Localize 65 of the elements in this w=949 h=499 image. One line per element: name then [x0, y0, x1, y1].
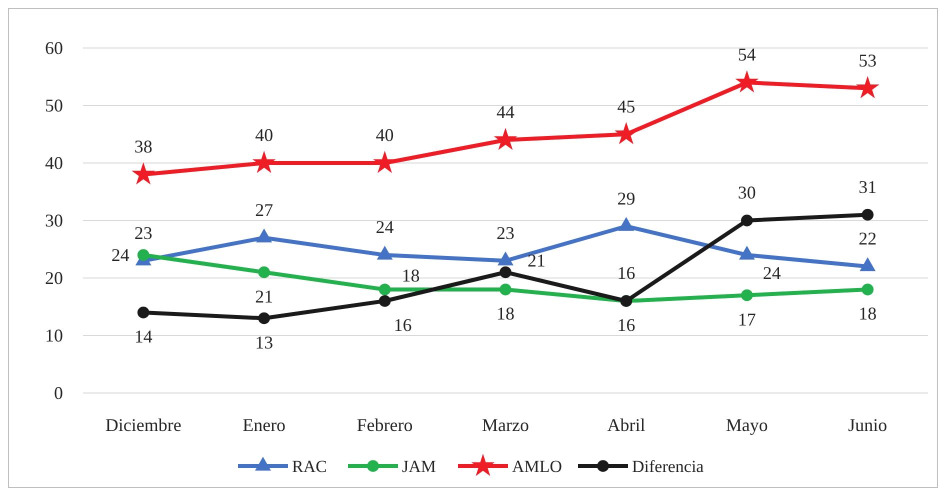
legend-label: JAM: [402, 457, 436, 476]
point: [132, 162, 156, 184]
data-label: 54: [738, 44, 756, 64]
point: [373, 150, 396, 173]
data-label: 24: [376, 217, 394, 237]
y-tick-label: 50: [45, 96, 63, 116]
data-label: 16: [394, 315, 412, 335]
data-label: 53: [858, 50, 877, 70]
point: [862, 208, 874, 221]
point: [252, 150, 276, 173]
x-tick-label: Marzo: [482, 415, 529, 435]
data-label: 13: [255, 332, 274, 352]
point: [862, 284, 874, 296]
data-label: 21: [255, 286, 274, 306]
data-label: 40: [376, 125, 394, 145]
data-label: 24: [111, 245, 130, 265]
point: [741, 289, 753, 302]
x-tick-label: Mayo: [726, 415, 768, 435]
data-label: 44: [496, 102, 514, 122]
y-tick-label: 60: [45, 38, 63, 58]
data-label: 23: [496, 222, 514, 243]
data-label: 45: [617, 96, 636, 116]
data-label: 17: [738, 309, 756, 330]
legend-label: AMLO: [512, 457, 562, 476]
data-label: 29: [617, 188, 636, 208]
data-label: 16: [617, 263, 636, 283]
legend-label: Diferencia: [632, 457, 704, 476]
y-tick-label: 30: [45, 210, 63, 230]
point: [137, 249, 150, 261]
x-tick-label: Abril: [607, 415, 646, 435]
data-label: 22: [858, 228, 877, 248]
y-tick-label: 10: [45, 326, 63, 346]
x-tick-label: Enero: [242, 415, 286, 435]
y-tick-label: 0: [54, 383, 63, 403]
point: [378, 284, 391, 296]
point: [741, 214, 753, 226]
data-label: 21: [528, 250, 546, 270]
data-label: 14: [134, 326, 152, 346]
point: [378, 295, 391, 307]
point: [856, 76, 880, 98]
data-label: 18: [496, 304, 514, 324]
data-label: 23: [134, 222, 152, 243]
point: [258, 312, 270, 324]
data-label: 40: [255, 125, 274, 145]
data-label: 30: [738, 182, 756, 202]
x-tick-label: Diciembre: [105, 415, 182, 435]
point: [500, 284, 512, 296]
data-label: 24: [762, 263, 781, 283]
point: [735, 70, 759, 92]
y-tick-label: 20: [45, 268, 63, 288]
data-label: 31: [858, 176, 877, 197]
x-tick-label: Junio: [848, 415, 888, 435]
point: [137, 306, 150, 318]
point: [614, 122, 638, 144]
legend-label: RAC: [292, 457, 327, 476]
point: [258, 266, 270, 278]
y-tick-label: 40: [45, 153, 63, 173]
x-tick-label: Febrero: [356, 415, 413, 435]
data-label: 38: [134, 136, 152, 156]
data-label: 27: [255, 200, 274, 220]
point: [494, 128, 518, 150]
data-label: 18: [858, 304, 877, 324]
data-label: 16: [617, 315, 636, 335]
point: [500, 266, 512, 278]
data-label: 18: [402, 266, 420, 286]
